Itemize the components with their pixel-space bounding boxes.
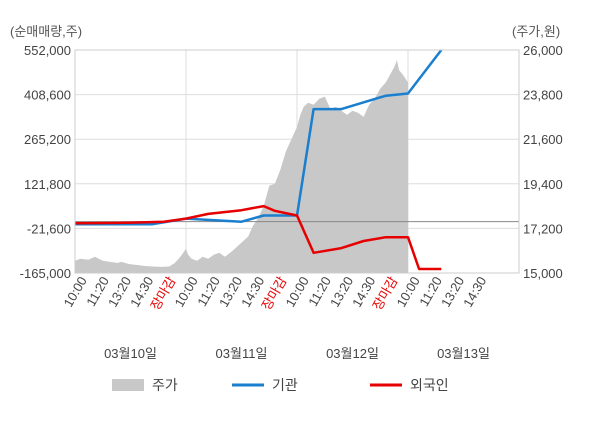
legend-label: 주가	[152, 377, 178, 393]
foreign-line	[74, 204, 442, 271]
left-axis-ticks: 552,000 408,600 265,200 121,800 -21,600 -165,…	[20, 43, 71, 281]
left-tick-label: 552,000	[24, 43, 71, 58]
day-labels: 03월10일 03월11일 03월12일 03월13일	[104, 346, 490, 361]
right-tick-label: 15,000	[523, 266, 563, 281]
right-tick-label: 17,200	[523, 221, 563, 236]
right-axis-title: (주가,원)	[512, 24, 560, 39]
price-area	[75, 60, 408, 273]
day-label: 03월12일	[326, 346, 379, 361]
price-area-layer	[75, 60, 408, 273]
right-tick-label: 26,000	[523, 43, 563, 58]
left-tick-label: 408,600	[24, 88, 71, 103]
left-axis-title: (순매매량,주)	[10, 24, 82, 39]
right-axis-ticks: 26,000 23,800 21,600 19,400 17,200 15,000	[523, 43, 563, 281]
left-tick-label: -165,000	[20, 266, 71, 281]
legend-price-swatch	[112, 379, 144, 391]
day-label: 03월10일	[104, 346, 157, 361]
right-tick-label: 19,400	[523, 177, 563, 192]
legend-label: 외국인	[410, 377, 449, 393]
series-lines-layer	[74, 49, 443, 271]
legend: 주가 기관 외국인	[112, 377, 449, 393]
left-tick-label: 265,200	[24, 132, 71, 147]
left-tick-label: -21,600	[27, 221, 71, 236]
day-label: 03월13일	[437, 346, 490, 361]
x-tick-label: 10:00	[172, 274, 201, 310]
right-tick-label: 23,800	[523, 88, 563, 103]
x-tick-label: 10:00	[283, 274, 312, 310]
right-tick-label: 21,600	[523, 132, 563, 147]
plot-frame	[74, 49, 520, 274]
x-tick-label: 10:00	[394, 274, 423, 310]
x-axis-ticks: 10:0011:2013:2014:30장마감10:0011:2013:2014…	[61, 274, 490, 313]
left-tick-label: 121,800	[24, 177, 71, 192]
legend-label: 기관	[272, 377, 298, 393]
day-label: 03월11일	[216, 346, 268, 361]
x-tick-label: 14:30	[460, 274, 489, 310]
